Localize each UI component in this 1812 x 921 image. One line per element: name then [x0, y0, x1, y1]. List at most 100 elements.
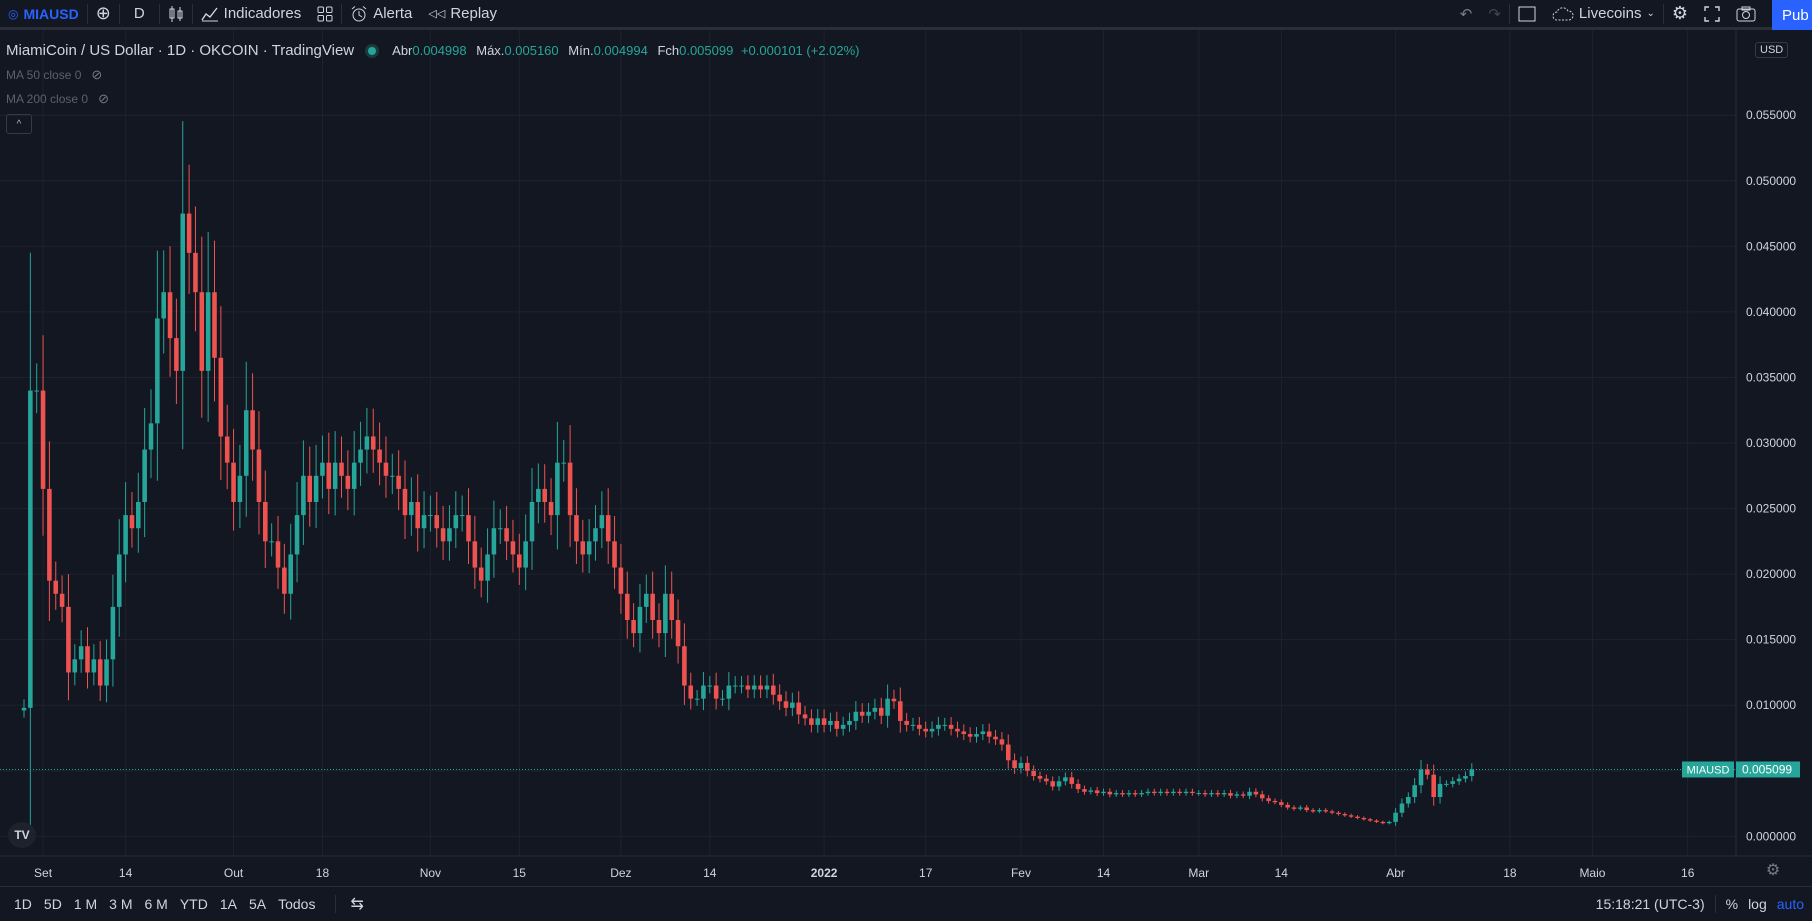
range-button[interactable]: 6 M [144, 896, 168, 912]
low-label: Mín. [568, 43, 594, 58]
ma50-label: MA 50 close 0 [6, 68, 82, 82]
candle-body [783, 701, 789, 708]
candle-body [720, 698, 725, 700]
currency-selector[interactable]: USD [1755, 42, 1789, 58]
candle-body [288, 554, 293, 594]
snapshot-button[interactable] [1728, 0, 1764, 27]
candle-body [161, 292, 166, 319]
candle-body [1247, 791, 1252, 796]
candle-body [250, 410, 255, 450]
indicators-button[interactable]: Indicadores [193, 0, 310, 27]
candle-body [1018, 762, 1024, 769]
time-tick-label: 18 [316, 866, 330, 880]
replay-button[interactable]: ◁◁ Replay [420, 0, 505, 27]
candle-body [1348, 815, 1354, 817]
candle-body [986, 731, 992, 737]
time-axis[interactable]: Set 14 Out 18 Nov 15 Dez 14 2022 17 Fev 14 Mar 14 Abr 1… [34, 866, 1695, 880]
candle-body [155, 318, 160, 424]
undo-button[interactable]: ↶ [1452, 0, 1481, 27]
axis-settings-gear-icon[interactable]: ⚙ [1766, 862, 1780, 879]
time-tick-label: 18 [1503, 866, 1517, 880]
market-status-dot [368, 46, 377, 55]
candle-body [1037, 776, 1043, 779]
candle-body [383, 462, 389, 476]
candle-body [1171, 791, 1176, 794]
candle-body [974, 734, 979, 737]
candles-icon [169, 5, 183, 22]
candle-body [821, 718, 827, 725]
ma50-legend[interactable]: MA 50 close 0 ⊘ [6, 67, 102, 83]
range-button[interactable]: 3 M [109, 896, 133, 912]
candle-body [923, 728, 928, 732]
candle-body [180, 213, 186, 371]
candles [21, 121, 1475, 826]
candle-body [593, 528, 598, 542]
candle-body [1444, 783, 1449, 785]
time-tick-label: Set [34, 866, 53, 880]
candle-body [1113, 793, 1119, 795]
go-to-date-icon[interactable]: ⇆ [350, 896, 364, 913]
legend-title[interactable]: MiamiCoin / US Dollar · 1D · OKCOIN · Tr… [6, 42, 355, 59]
candle-body [834, 720, 840, 729]
eye-hidden-icon[interactable]: ⊘ [98, 91, 109, 106]
range-button[interactable]: 5D [43, 896, 62, 912]
candle-body [269, 541, 274, 543]
candle-body [1298, 807, 1303, 809]
candle-body [224, 436, 230, 463]
interval-button[interactable]: D [120, 0, 159, 27]
ma200-legend[interactable]: MA 200 close 0 ⊘ [6, 91, 109, 107]
percent-toggle[interactable]: % [1725, 896, 1739, 912]
candle-body [453, 515, 459, 529]
range-button[interactable]: 5A [248, 896, 267, 912]
candle-body [1215, 793, 1221, 795]
candle-body [917, 724, 922, 729]
candle-body [1094, 790, 1100, 794]
range-button[interactable]: 1D [14, 896, 32, 912]
chart-type-button[interactable] [160, 0, 192, 27]
log-toggle[interactable]: log [1748, 896, 1767, 912]
range-button[interactable]: YTD [179, 896, 208, 912]
time-tick-label: 2022 [811, 866, 838, 880]
eye-hidden-icon[interactable]: ⊘ [91, 67, 103, 82]
candle-body [421, 515, 427, 529]
candle-body [1342, 814, 1348, 816]
candle-body [675, 620, 681, 647]
time-tick-label: 14 [119, 866, 133, 880]
range-button[interactable]: Todos [278, 896, 316, 912]
layout-button[interactable] [1510, 0, 1544, 27]
symbol-search-button[interactable]: ◎ MIAUSD [0, 0, 87, 27]
candle-body [1361, 817, 1367, 820]
tradingview-logo-icon[interactable]: TV [8, 822, 36, 848]
candle-body [948, 724, 954, 729]
settings-button[interactable]: ⚙ [1664, 0, 1696, 27]
layout-name-button[interactable]: Livecoins ⌄ [1544, 0, 1663, 27]
price-axis[interactable]: 0.0000000.0050000.0100000.0150000.020000… [1746, 108, 1796, 843]
candle-body [40, 390, 46, 489]
candle-body [301, 475, 306, 516]
candle-body [440, 528, 446, 542]
candle-body [21, 707, 27, 711]
alert-button[interactable]: Alerta [342, 0, 420, 27]
candle-body [847, 720, 852, 725]
redo-button[interactable]: ↷ [1480, 0, 1509, 27]
compare-button[interactable]: ⊕ [88, 0, 119, 27]
templates-button[interactable] [309, 0, 341, 27]
ma200-label: MA 200 close 0 [6, 92, 89, 106]
candle-body [1082, 789, 1087, 792]
fullscreen-button[interactable] [1696, 0, 1728, 27]
candle-body [536, 488, 541, 502]
candle-body [904, 720, 909, 725]
collapse-legend-button[interactable]: ^ [6, 114, 32, 134]
last-price-label: MIAUSD 0.005099 [1682, 761, 1800, 778]
auto-scale-toggle[interactable]: auto [1776, 896, 1804, 912]
price-chart[interactable]: 0.0000000.0050000.0100000.0150000.020000… [0, 30, 1812, 886]
price-tick-label: 0.015000 [1746, 633, 1796, 647]
candle-body [1209, 793, 1214, 795]
clock-label[interactable]: 15:18:21 (UTC-3) [1595, 896, 1705, 912]
range-button[interactable]: 1A [219, 896, 237, 912]
publish-button[interactable]: Pub [1772, 0, 1812, 30]
candle-body [859, 711, 865, 716]
range-button[interactable]: 1 M [73, 896, 98, 912]
ohlc-values: Abr0.004998 Máx.0.005160 Mín.0.004994 Fc… [392, 43, 859, 58]
candle-body [999, 739, 1005, 745]
